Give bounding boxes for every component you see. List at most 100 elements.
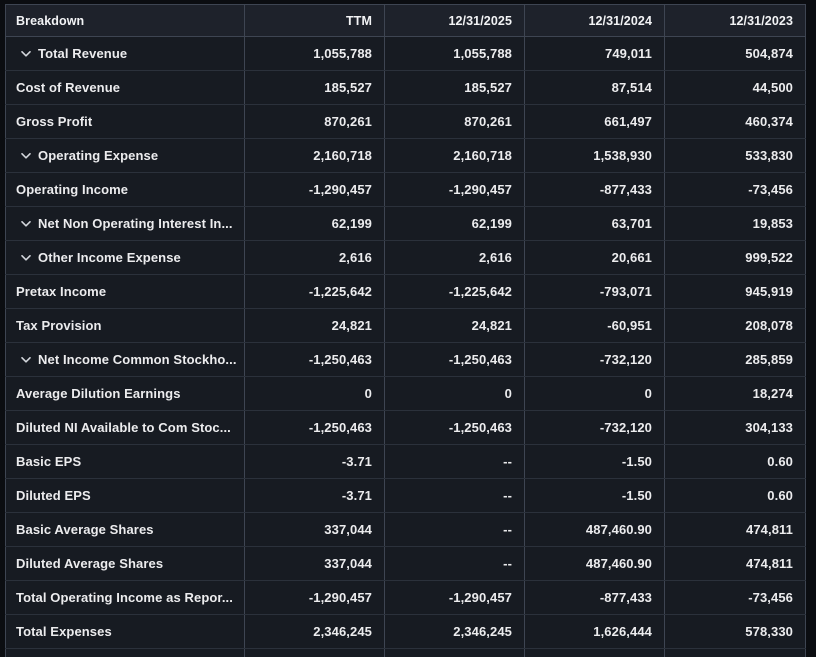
row-label: Net Income Common Stockho... xyxy=(38,352,237,367)
row-label-cell: Diluted EPS xyxy=(5,479,245,512)
value-cell-2025: -- xyxy=(385,479,525,512)
value-cell-ttm: -1,250,463 xyxy=(245,343,385,376)
table-row: Operating Income -1,290,457 -1,290,457 -… xyxy=(5,173,806,207)
value-cell-2023: 474,811 xyxy=(665,547,806,580)
row-label-cell: Basic EPS xyxy=(5,445,245,478)
row-label: Diluted NI Available to Com Stoc... xyxy=(16,420,231,435)
table-row: Pretax Income -1,225,642 -1,225,642 -793… xyxy=(5,275,806,309)
value-cell-2024: 87,514 xyxy=(525,71,665,104)
value-cell-ttm: 2,160,718 xyxy=(245,139,385,172)
table-row: Operating Expense 2,160,718 2,160,718 1,… xyxy=(5,139,806,173)
value-cell-ttm: 1,055,788 xyxy=(245,37,385,70)
row-label-cell: Pretax Income xyxy=(5,275,245,308)
table-row: Tax Provision 24,821 24,821 -60,951 208,… xyxy=(5,309,806,343)
value-cell-2024: 661,497 xyxy=(525,105,665,138)
value-cell-2023: 474,811 xyxy=(665,513,806,546)
expand-toggle: Gross Profit xyxy=(16,114,92,129)
value-cell-2024: -732,120 xyxy=(525,343,665,376)
value-cell-2024: -1.50 xyxy=(525,445,665,478)
value-cell-2025: -1,290,457 xyxy=(385,581,525,614)
row-label-cell: Diluted NI Available to Com Stoc... xyxy=(5,411,245,444)
row-label-cell: Net Non Operating Interest In... xyxy=(5,207,245,240)
table-row: Average Dilution Earnings 0 0 0 18,274 xyxy=(5,377,806,411)
value-cell-2024: 63,701 xyxy=(525,207,665,240)
table-header-row: Breakdown TTM 12/31/2025 12/31/2024 12/3… xyxy=(5,5,806,37)
row-label: Basic Average Shares xyxy=(16,522,154,537)
value-cell-2023: 18,274 xyxy=(665,377,806,410)
value-cell-2023: 0.60 xyxy=(665,479,806,512)
column-header-2025: 12/31/2025 xyxy=(385,5,525,36)
table-row: Total Operating Income as Repor... -1,29… xyxy=(5,581,806,615)
column-header-2023: 12/31/2023 xyxy=(665,5,806,36)
row-label: Other Income Expense xyxy=(38,250,181,265)
row-label-cell: Average Dilution Earnings xyxy=(5,377,245,410)
value-cell-ttm: -1,225,642 xyxy=(245,275,385,308)
value-cell-2025: -- xyxy=(385,547,525,580)
value-cell-2025: 2,160,718 xyxy=(385,139,525,172)
expand-toggle: Tax Provision xyxy=(16,318,102,333)
row-label: Diluted EPS xyxy=(16,488,91,503)
value-cell-ttm: -1,250,463 xyxy=(245,411,385,444)
row-label: Net Non Operating Interest In... xyxy=(38,216,233,231)
value-cell-2024: 1,538,930 xyxy=(525,139,665,172)
value-cell-2023: 285,859 xyxy=(665,343,806,376)
row-label: Total Revenue xyxy=(38,46,128,61)
expand-toggle[interactable]: Net Income Common Stockho... xyxy=(21,352,237,367)
expand-toggle[interactable]: Net Non Operating Interest In... xyxy=(21,216,233,231)
value-cell-2024: 1,626,444 xyxy=(525,615,665,648)
row-label: Total Expenses xyxy=(16,624,112,639)
value-cell-ttm: -1,290,457 xyxy=(245,173,385,206)
table-row: Diluted EPS -3.71 -- -1.50 0.60 xyxy=(5,479,806,513)
value-cell-2023: -73,456 xyxy=(665,173,806,206)
table-row: Basic EPS -3.71 -- -1.50 0.60 xyxy=(5,445,806,479)
value-cell-2023: 0.60 xyxy=(665,445,806,478)
value-cell-2025: -1,250,463 xyxy=(385,411,525,444)
chevron-down-icon[interactable] xyxy=(21,356,31,363)
table-row: Net Income Common Stockho... -1,250,463 … xyxy=(5,343,806,377)
value-cell-ttm: 337,044 xyxy=(245,513,385,546)
value-cell-2025: -1,225,642 xyxy=(385,275,525,308)
expand-toggle[interactable]: Other Income Expense xyxy=(21,250,181,265)
row-label-cell: Net Income Common Stockho... xyxy=(5,343,245,376)
chevron-down-icon[interactable] xyxy=(21,152,31,159)
value-cell-2023: 460,374 xyxy=(665,105,806,138)
value-cell-2023: 304,133 xyxy=(665,411,806,444)
row-label: Gross Profit xyxy=(16,114,93,129)
row-label-cell: Total Expenses xyxy=(5,615,245,648)
value-cell-ttm: 2,616 xyxy=(245,241,385,274)
value-cell-ttm: 870,261 xyxy=(245,105,385,138)
value-cell-ttm: 2,346,245 xyxy=(245,615,385,648)
value-cell-2024: 487,460.90 xyxy=(525,547,665,580)
financials-table: Breakdown TTM 12/31/2025 12/31/2024 12/3… xyxy=(5,4,806,657)
expand-toggle: Diluted NI Available to Com Stoc... xyxy=(16,420,231,435)
value-cell-ttm: 24,821 xyxy=(245,309,385,342)
row-label-cell: Cost of Revenue xyxy=(5,71,245,104)
value-cell-ttm: 185,527 xyxy=(245,71,385,104)
table-body: Total Revenue 1,055,788 1,055,788 749,01… xyxy=(5,37,806,649)
row-label-cell: Other Income Expense xyxy=(5,241,245,274)
value-cell-2025: -- xyxy=(385,513,525,546)
value-cell-2023: 945,919 xyxy=(665,275,806,308)
value-cell-ttm: 337,044 xyxy=(245,547,385,580)
expand-toggle[interactable]: Total Revenue xyxy=(21,46,127,61)
value-cell-2023: -73,456 xyxy=(665,581,806,614)
row-label-cell: Tax Provision xyxy=(5,309,245,342)
column-header-breakdown: Breakdown xyxy=(5,5,245,36)
column-header-2024: 12/31/2024 xyxy=(525,5,665,36)
row-label: Total Operating Income as Repor... xyxy=(16,590,233,605)
row-label: Cost of Revenue xyxy=(16,80,121,95)
value-cell-2023: 533,830 xyxy=(665,139,806,172)
row-label-cell: Operating Expense xyxy=(5,139,245,172)
row-label-cell: Operating Income xyxy=(5,173,245,206)
chevron-down-icon[interactable] xyxy=(21,220,31,227)
value-cell-2024: -877,433 xyxy=(525,581,665,614)
expand-toggle[interactable]: Operating Expense xyxy=(21,148,158,163)
table-row: Diluted NI Available to Com Stoc... -1,2… xyxy=(5,411,806,445)
value-cell-ttm: -3.71 xyxy=(245,479,385,512)
chevron-down-icon[interactable] xyxy=(21,50,31,57)
value-cell-2023: 578,330 xyxy=(665,615,806,648)
expand-toggle: Total Operating Income as Repor... xyxy=(16,590,233,605)
chevron-down-icon[interactable] xyxy=(21,254,31,261)
expand-toggle: Diluted Average Shares xyxy=(16,556,163,571)
value-cell-2025: 185,527 xyxy=(385,71,525,104)
